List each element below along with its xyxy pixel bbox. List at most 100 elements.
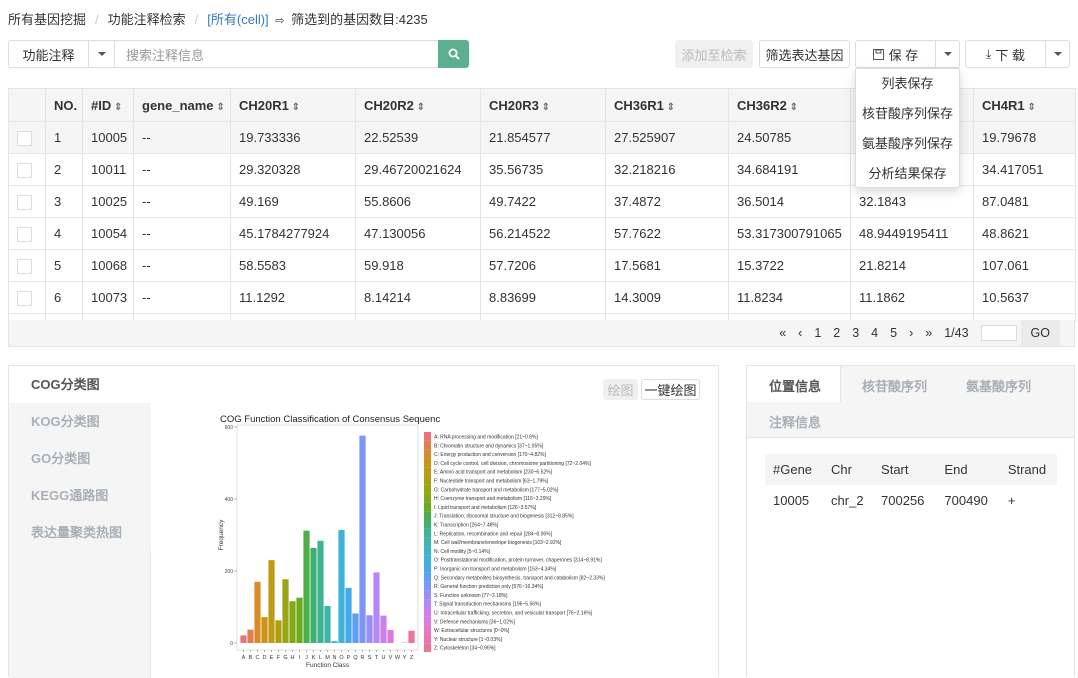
gene-id-link[interactable]: 10005 [83, 122, 134, 154]
x-tick-label: P [347, 655, 351, 661]
table-cell: 87.0481 [974, 186, 1076, 218]
gene-id-link[interactable]: 10068 [83, 250, 134, 282]
annotation-type-button[interactable]: 功能注释 [8, 40, 89, 68]
tab-kog[interactable]: KOG分类图 [9, 403, 151, 440]
menu-item-nucleotide-save[interactable]: 核苷酸序列保存 [856, 99, 959, 129]
start-cell: 700256 [873, 485, 936, 516]
breadcrumb-current[interactable]: [所有(cell)] [207, 12, 268, 27]
column-header[interactable]: CH4R1 ⇕ [974, 89, 1076, 122]
gene-id-link[interactable]: 10054 [83, 218, 134, 250]
column-header[interactable]: CH36R1 ⇕ [606, 89, 729, 122]
sign-out-icon: ⇨ [275, 15, 284, 27]
page-5[interactable]: 5 [890, 326, 897, 340]
tab-heatmap[interactable]: 表达量聚类热图 [9, 514, 151, 551]
menu-item-list-save[interactable]: 列表保存 [856, 69, 959, 99]
legend-entry: M: Cell wall/membrane/envelope biogenesi… [434, 540, 562, 546]
row-checkbox[interactable] [17, 195, 32, 210]
sort-icon[interactable]: ⇕ [289, 102, 300, 113]
row-checkbox[interactable] [17, 291, 32, 306]
table-cell: 53.317300791065 [729, 218, 851, 250]
column-header[interactable]: CH20R1 ⇕ [231, 89, 356, 122]
table-cell: 29.46720021624 [356, 154, 481, 186]
page-2[interactable]: 2 [833, 326, 840, 340]
select-all-header [9, 89, 46, 122]
filter-label: 筛选表达基因 [765, 45, 843, 64]
column-header[interactable]: CH36R2 ⇕ [729, 89, 851, 122]
page-3[interactable]: 3 [852, 326, 859, 340]
sort-icon[interactable]: ⇕ [539, 102, 550, 113]
gene-id-link[interactable]: 10025 [83, 186, 134, 218]
header-label: CH36R1 [614, 98, 664, 113]
menu-item-protein-save[interactable]: 氨基酸序列保存 [856, 129, 959, 159]
legend-entry: Q: Secondary metabolites biosynthesis, t… [434, 575, 605, 581]
gene-id-link[interactable]: 10011 [83, 154, 134, 186]
page-4[interactable]: 4 [871, 326, 878, 340]
tab-kegg[interactable]: KEGG通路图 [9, 477, 151, 514]
legend-swatch [424, 441, 431, 450]
sort-icon[interactable]: ⇕ [1025, 102, 1036, 113]
column-header[interactable]: CH20R3 ⇕ [481, 89, 606, 122]
sort-icon[interactable]: ⇕ [111, 102, 122, 113]
filter-expressed-genes-button[interactable]: 筛选表达基因 [759, 40, 850, 68]
column-header[interactable]: gene_name ⇕ [134, 89, 231, 122]
bar-C [254, 582, 260, 643]
last-page-button[interactable]: » [925, 326, 932, 340]
tab-cog[interactable]: COG分类图 [9, 366, 151, 403]
legend-entry: T: Signal transduction mechanisms [196~5… [434, 602, 541, 608]
tab-go[interactable]: GO分类图 [9, 440, 151, 477]
download-button[interactable]: ⤓ 下 载 [965, 40, 1046, 68]
menu-item-analysis-save[interactable]: 分析结果保存 [856, 159, 959, 189]
save-dropdown-toggle[interactable] [935, 40, 960, 68]
bar-V [387, 630, 393, 643]
legend-entry: A: RNA processing and modification [21~0… [434, 435, 538, 441]
search-input[interactable]: 搜索注释信息 [114, 40, 439, 68]
row-checkbox[interactable] [17, 163, 32, 178]
row-checkbox[interactable] [17, 131, 32, 146]
page-jump-input[interactable] [981, 325, 1017, 341]
draw-button[interactable]: 绘图 [603, 379, 638, 400]
column-header[interactable]: #ID ⇕ [83, 89, 134, 122]
first-page-button[interactable]: « [779, 326, 786, 340]
sort-icon[interactable]: ⇕ [414, 102, 425, 113]
legend-swatch [424, 626, 431, 635]
sort-icon[interactable]: ⇕ [787, 102, 798, 113]
go-button[interactable]: GO [1021, 320, 1060, 346]
prev-page-button[interactable]: ‹ [798, 326, 802, 340]
tab-protein[interactable]: 氨基酸序列 [966, 376, 1031, 395]
column-header[interactable]: CH20R2 ⇕ [356, 89, 481, 122]
gene-id-link[interactable]: 10073 [83, 282, 134, 314]
tab-position[interactable]: 位置信息 [769, 376, 821, 395]
x-tick-label: U [382, 655, 386, 661]
bar-R [359, 436, 365, 643]
one-click-draw-button[interactable]: 一键绘图 [641, 379, 700, 400]
add-to-search-button[interactable]: 添加至检索 [675, 40, 753, 68]
legend-swatch [424, 502, 431, 511]
col-strand: Strand [1000, 454, 1057, 485]
page-1[interactable]: 1 [814, 326, 821, 340]
bar-K [310, 548, 316, 643]
tab-nucleotide[interactable]: 核苷酸序列 [862, 376, 927, 395]
next-page-button[interactable]: › [909, 326, 913, 340]
table-cell: 19.79678 [974, 122, 1076, 154]
row-checkbox[interactable] [17, 227, 32, 242]
row-checkbox[interactable] [17, 259, 32, 274]
download-dropdown-toggle[interactable] [1045, 40, 1070, 68]
legend-swatch [424, 564, 431, 573]
breadcrumb-item[interactable]: 功能注释检索 [108, 12, 186, 27]
tab-annotation[interactable]: 注释信息 [769, 412, 821, 431]
sort-icon[interactable]: ⇕ [214, 102, 225, 113]
bar-N [331, 641, 337, 643]
annotation-type-dropdown[interactable] [88, 40, 115, 68]
sort-icon[interactable]: ⇕ [664, 102, 675, 113]
save-button[interactable]: 保 存 [855, 40, 936, 68]
bar-M [324, 606, 330, 643]
search-button[interactable] [438, 40, 469, 68]
table-cell: 10.5637 [974, 282, 1076, 314]
bar-D [261, 617, 267, 643]
x-axis-label: Function Class [306, 662, 350, 669]
breadcrumb-item[interactable]: 所有基因挖掘 [8, 12, 86, 27]
